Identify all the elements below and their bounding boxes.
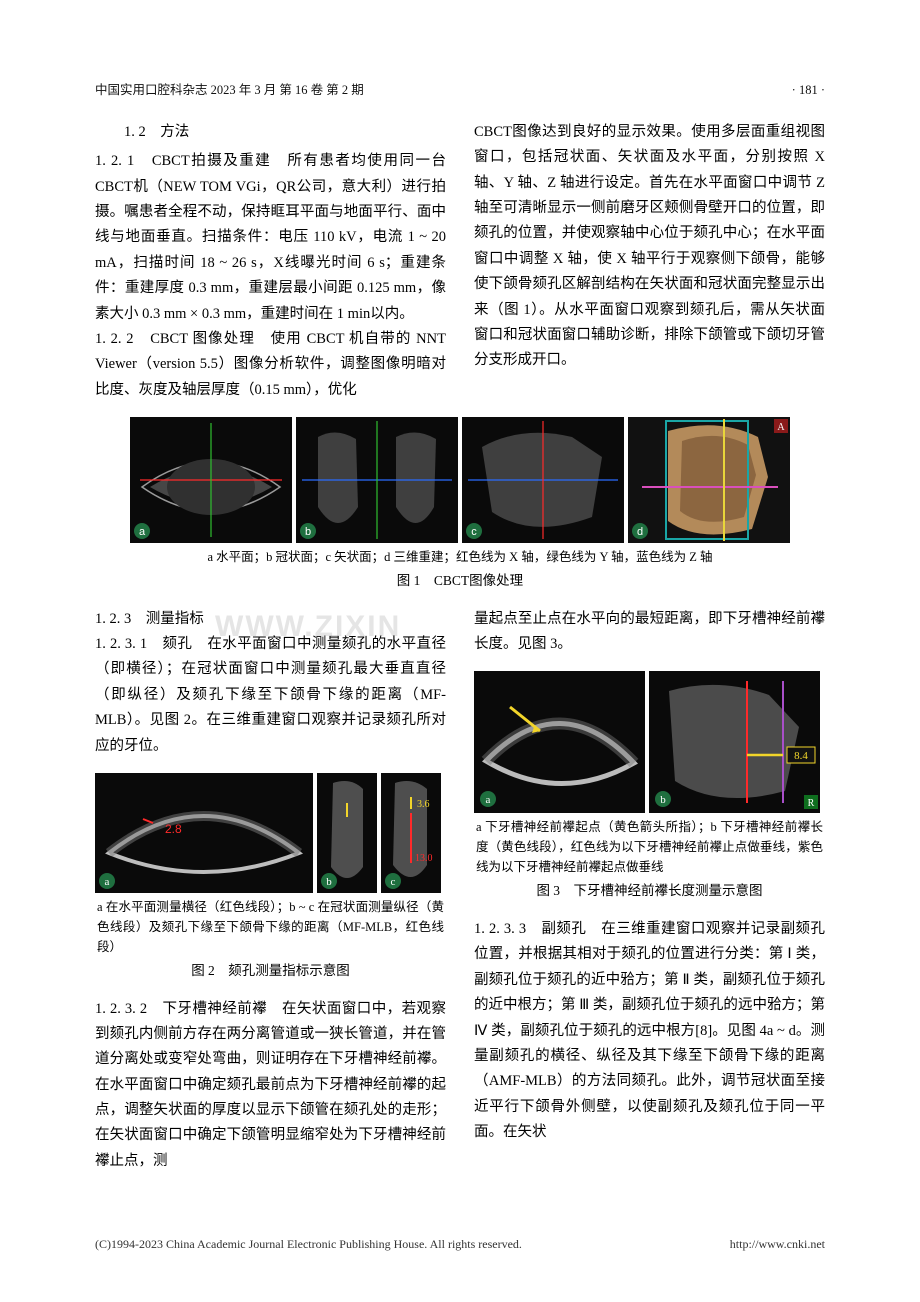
lower-left-column: 1. 2. 3 测量指标 1. 2. 3. 1 颏孔 在水平面窗口中测量颏孔的水… bbox=[95, 607, 446, 1175]
figure-1: a b c d bbox=[130, 417, 790, 593]
figure-2-svg: 2.8 a b 3.6 bbox=[95, 773, 441, 893]
para-1-2-3-2: 1. 2. 3. 2 下牙槽神经前襻 在矢状面窗口中，若观察到颏孔内侧前方存在两… bbox=[95, 997, 446, 1175]
figure-3-title: 图 3 下牙槽神经前襻长度测量示意图 bbox=[474, 879, 825, 903]
upper-left-column: 1. 2 方法 1. 2. 1 CBCT拍摄及重建 所有患者均使用同一台CBCT… bbox=[95, 120, 446, 403]
svg-text:b: b bbox=[660, 794, 666, 806]
figure-2-title: 图 2 颏孔测量指标示意图 bbox=[95, 959, 446, 983]
figure-2: 2.8 a b 3.6 bbox=[95, 773, 446, 983]
svg-text:a: a bbox=[486, 794, 491, 806]
lower-right-column: 量起点至止点在水平向的最短距离，即下牙槽神经前襻长度。见图 3。 a bbox=[474, 607, 825, 1175]
svg-text:b: b bbox=[326, 876, 332, 888]
heading-1-2: 1. 2 方法 bbox=[95, 120, 446, 145]
para-cbct-cont: CBCT图像达到良好的显示效果。使用多层面重组视图窗口，包括冠状面、矢状面及水平… bbox=[474, 120, 825, 374]
figure-1-subcaption: a 水平面；b 冠状面；c 矢状面；d 三维重建；红色线为 X 轴，绿色线为 Y… bbox=[130, 547, 790, 567]
svg-text:a: a bbox=[139, 526, 146, 538]
svg-text:A: A bbox=[777, 422, 785, 433]
svg-text:b: b bbox=[305, 526, 311, 538]
svg-text:a: a bbox=[105, 876, 110, 888]
figure-2-subcaption: a 在水平面测量横径（红色线段）；b ~ c 在冠状面测量纵径（黄色线段）及颏孔… bbox=[95, 897, 446, 957]
figure-3: a 8.4 b R a 下牙槽神经前襻起点（黄色箭头所指）；b 下 bbox=[474, 671, 825, 903]
svg-text:13.0: 13.0 bbox=[415, 853, 433, 864]
figure-1-title: 图 1 CBCT图像处理 bbox=[130, 569, 790, 593]
page-footer: (C)1994-2023 China Academic Journal Elec… bbox=[95, 1234, 825, 1255]
svg-text:d: d bbox=[637, 526, 643, 538]
footer-url: http://www.cnki.net bbox=[730, 1234, 825, 1255]
figure-1-svg: a b c d bbox=[130, 417, 790, 543]
figure-3-svg: a 8.4 b R bbox=[474, 671, 820, 813]
figure-3-subcaption: a 下牙槽神经前襻起点（黄色箭头所指）；b 下牙槽神经前襻长度（黄色线段），红色… bbox=[474, 817, 825, 877]
svg-text:2.8: 2.8 bbox=[165, 822, 182, 836]
para-1-2-3-1: 1. 2. 3. 1 颏孔 在水平面窗口中测量颏孔的水平直径（即横径）；在冠状面… bbox=[95, 632, 446, 759]
svg-text:3.6: 3.6 bbox=[417, 799, 430, 810]
svg-text:8.4: 8.4 bbox=[794, 750, 808, 762]
page-number: · 181 · bbox=[792, 80, 825, 102]
para-1-2-3-3: 1. 2. 3. 3 副颏孔 在三维重建窗口观察并记录副颏孔位置，并根据其相对于… bbox=[474, 917, 825, 1145]
para-1-2-1: 1. 2. 1 CBCT拍摄及重建 所有患者均使用同一台CBCT机（NEW TO… bbox=[95, 149, 446, 327]
upper-right-column: CBCT图像达到良好的显示效果。使用多层面重组视图窗口，包括冠状面、矢状面及水平… bbox=[474, 120, 825, 403]
svg-text:c: c bbox=[391, 876, 396, 888]
footer-copyright: (C)1994-2023 China Academic Journal Elec… bbox=[95, 1234, 522, 1255]
svg-text:R: R bbox=[808, 798, 815, 809]
para-1-2-2: 1. 2. 2 CBCT 图像处理 使用 CBCT 机自带的 NNT Viewe… bbox=[95, 327, 446, 403]
upper-columns: 1. 2 方法 1. 2. 1 CBCT拍摄及重建 所有患者均使用同一台CBCT… bbox=[95, 120, 825, 403]
para-right-top: 量起点至止点在水平向的最短距离，即下牙槽神经前襻长度。见图 3。 bbox=[474, 607, 825, 658]
page-header: 中国实用口腔科杂志 2023 年 3 月 第 16 卷 第 2 期 · 181 … bbox=[95, 80, 825, 102]
journal-info: 中国实用口腔科杂志 2023 年 3 月 第 16 卷 第 2 期 bbox=[95, 80, 364, 102]
lower-columns: WWW.ZIXIN 1. 2. 3 测量指标 1. 2. 3. 1 颏孔 在水平… bbox=[95, 607, 825, 1175]
heading-1-2-3: 1. 2. 3 测量指标 bbox=[95, 607, 446, 632]
svg-text:c: c bbox=[471, 526, 477, 538]
